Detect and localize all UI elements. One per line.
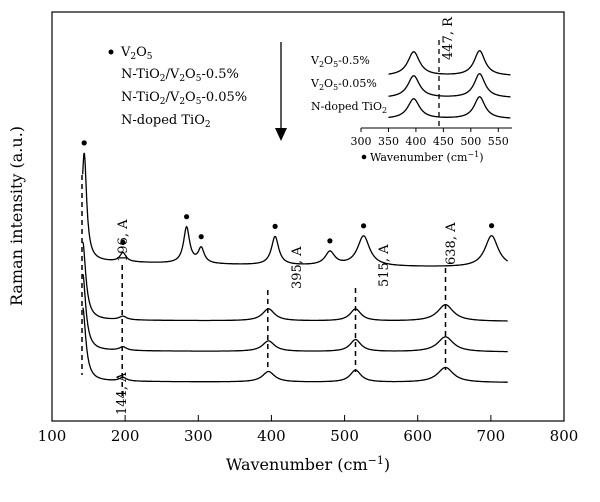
- inset-tick-label-0: 300: [351, 135, 372, 148]
- inset-x-axis-title: Wavenumber (cm−1): [370, 150, 484, 164]
- x-tick-label-2: 300: [184, 427, 213, 445]
- peak-dot-1: [120, 239, 126, 245]
- arrow-head: [275, 128, 287, 141]
- annotation-196: 196, A: [116, 219, 131, 262]
- legend-entry-ndoped: N-doped TiO2: [121, 113, 211, 130]
- inset-spectrum-1: [388, 73, 511, 98]
- inset-tick-label-2: 400: [405, 135, 426, 148]
- annotation-395: 395, A: [290, 246, 305, 289]
- inset-tick-label-3: 450: [433, 135, 454, 148]
- inset-spectrum-0: [388, 50, 511, 76]
- inset-spectra: [388, 50, 511, 119]
- inset-annotation-447: 447, R: [441, 16, 456, 60]
- inset-label-0.05: V2O5-0.05%: [310, 77, 377, 92]
- inset-x-ticks: 300 350 400 450 500 550: [351, 128, 509, 148]
- x-axis-title: Wavenumber (cm−1): [226, 454, 390, 474]
- x-tick-label-6: 700: [477, 427, 506, 445]
- down-arrow: [275, 42, 287, 141]
- inset-tick-label-5: 550: [488, 135, 509, 148]
- legend: V2O5 N-TiO2/V2O5-0.5% N-TiO2/V2O5-0.05% …: [108, 45, 247, 130]
- legend-marker-dot: [108, 49, 114, 55]
- peak-dot-4: [272, 223, 278, 229]
- peak-dot-6: [361, 223, 367, 229]
- inset-tick-label-1: 350: [378, 135, 399, 148]
- annotation-144: 144, A: [115, 372, 130, 415]
- inset-chart: 300 350 400 450 500 550 447, R V2O5-0.5% V2O5…: [310, 16, 512, 164]
- plot-area: [51, 11, 565, 422]
- peak-dot-3: [198, 234, 204, 240]
- x-tick-label-0: 100: [38, 427, 67, 445]
- legend-entry-v2o5: V2O5: [120, 45, 153, 62]
- spectrum-line-3: [82, 307, 508, 383]
- peak-dot-2: [184, 214, 190, 220]
- x-tick-label-4: 500: [330, 427, 359, 445]
- x-tick-label-1: 200: [111, 427, 140, 445]
- peak-dot-7: [489, 223, 495, 229]
- x-axis-ticks: 100 200 300 400 500 600 700 800: [38, 415, 579, 445]
- inset-label-0.5: V2O5-0.5%: [310, 54, 370, 69]
- peak-dot-5: [327, 238, 333, 244]
- legend-entry-0.05: N-TiO2/V2O5-0.05%: [121, 90, 247, 107]
- x-tick-label-7: 800: [550, 427, 579, 445]
- annotation-638: 638, A: [444, 222, 459, 265]
- x-tick-label-5: 600: [403, 427, 432, 445]
- inset-dot: [361, 154, 367, 160]
- inset-spectrum-2: [388, 96, 511, 119]
- inset-tick-label-4: 500: [460, 135, 481, 148]
- spectrum-line-1: [82, 241, 508, 322]
- y-axis-title: Raman intensity (a.u.): [7, 126, 26, 306]
- legend-entry-0.5: N-TiO2/V2O5-0.5%: [121, 67, 239, 84]
- peak-dot-0: [81, 140, 87, 146]
- spectrum-line-2: [82, 273, 508, 353]
- spectra-group: [81, 140, 508, 383]
- annotation-515: 515, A: [377, 244, 392, 287]
- inset-label-ndoped: N-doped TiO2: [311, 100, 387, 115]
- reference-lines: [81, 175, 447, 400]
- x-tick-label-3: 400: [257, 427, 286, 445]
- spectrum-line-0: [82, 152, 508, 267]
